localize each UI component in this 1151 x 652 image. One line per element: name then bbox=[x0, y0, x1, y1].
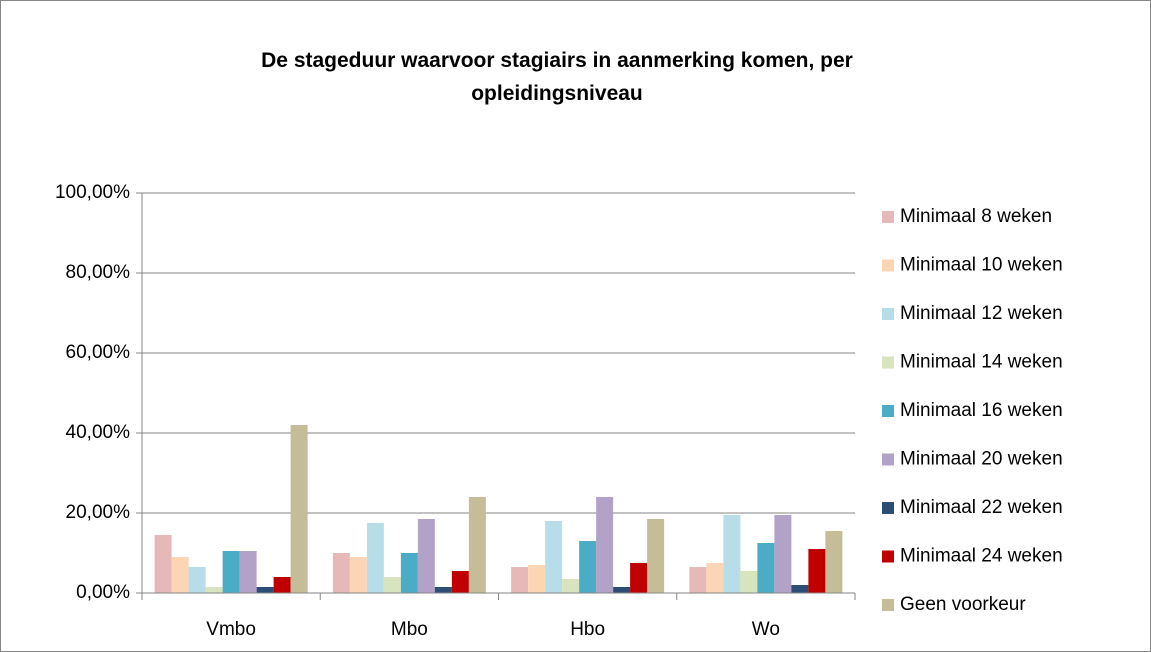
x-tick-label: Hbo bbox=[570, 619, 605, 640]
bar bbox=[400, 553, 418, 593]
bar bbox=[579, 541, 597, 593]
legend-swatch bbox=[882, 599, 894, 611]
y-tick-label: 20,00% bbox=[66, 502, 131, 523]
legend-swatch bbox=[882, 405, 894, 417]
bar bbox=[740, 571, 758, 593]
legend-label: Minimaal 24 weken bbox=[900, 546, 1063, 567]
y-tick-label: 100,00% bbox=[55, 182, 130, 203]
legend-swatch bbox=[882, 308, 894, 320]
bar bbox=[349, 557, 367, 593]
legend-label: Minimaal 14 weken bbox=[900, 352, 1063, 373]
bar bbox=[647, 519, 665, 593]
chart-title: De stageduur waarvoor stagiairs in aanme… bbox=[261, 49, 853, 105]
bar bbox=[562, 579, 580, 593]
x-tick-label: Mbo bbox=[391, 619, 428, 640]
y-tick-label: 60,00% bbox=[66, 342, 131, 363]
bar bbox=[222, 551, 240, 593]
y-tick-label: 40,00% bbox=[66, 422, 131, 443]
legend-swatch bbox=[882, 453, 894, 466]
bar bbox=[630, 563, 648, 593]
bar bbox=[791, 585, 809, 593]
y-tick-label: 0,00% bbox=[76, 582, 130, 603]
bar bbox=[757, 543, 775, 593]
bar bbox=[171, 557, 189, 593]
bar bbox=[723, 515, 741, 593]
bar bbox=[613, 587, 631, 593]
legend-swatch bbox=[882, 550, 894, 563]
bar bbox=[808, 549, 826, 593]
bar bbox=[511, 567, 529, 593]
legend-label: Minimaal 16 weken bbox=[900, 400, 1063, 421]
bar bbox=[290, 425, 308, 593]
bar bbox=[468, 497, 486, 593]
bar bbox=[273, 577, 291, 593]
bar bbox=[451, 571, 469, 593]
bar bbox=[689, 567, 707, 593]
legend-label: Minimaal 22 weken bbox=[900, 497, 1063, 518]
bar bbox=[774, 515, 792, 593]
bar bbox=[154, 535, 172, 593]
bar bbox=[256, 587, 274, 593]
x-tick-label: Wo bbox=[752, 619, 780, 640]
legend-swatch bbox=[882, 356, 894, 369]
legend-label: Minimaal 20 weken bbox=[900, 449, 1063, 470]
bar bbox=[332, 553, 350, 593]
legend-label: Minimaal 12 weken bbox=[900, 303, 1063, 324]
bar bbox=[706, 563, 724, 593]
bar bbox=[417, 519, 435, 593]
bar bbox=[366, 523, 384, 593]
bar bbox=[528, 565, 546, 593]
bar bbox=[434, 587, 452, 593]
bar bbox=[825, 531, 843, 593]
legend-swatch bbox=[882, 211, 894, 223]
x-tick-label: Vmbo bbox=[206, 619, 256, 640]
bar bbox=[383, 577, 401, 593]
legend-label: Minimaal 8 weken bbox=[900, 206, 1052, 227]
legend-swatch bbox=[882, 259, 894, 272]
y-tick-label: 80,00% bbox=[66, 262, 131, 283]
legend-label: Minimaal 10 weken bbox=[900, 255, 1063, 276]
bar bbox=[188, 567, 206, 593]
bar bbox=[545, 521, 563, 593]
bar bbox=[239, 551, 257, 593]
bar bbox=[205, 587, 223, 593]
legend-swatch bbox=[882, 502, 894, 514]
legend-label: Geen voorkeur bbox=[900, 594, 1026, 615]
bar bbox=[596, 497, 614, 593]
